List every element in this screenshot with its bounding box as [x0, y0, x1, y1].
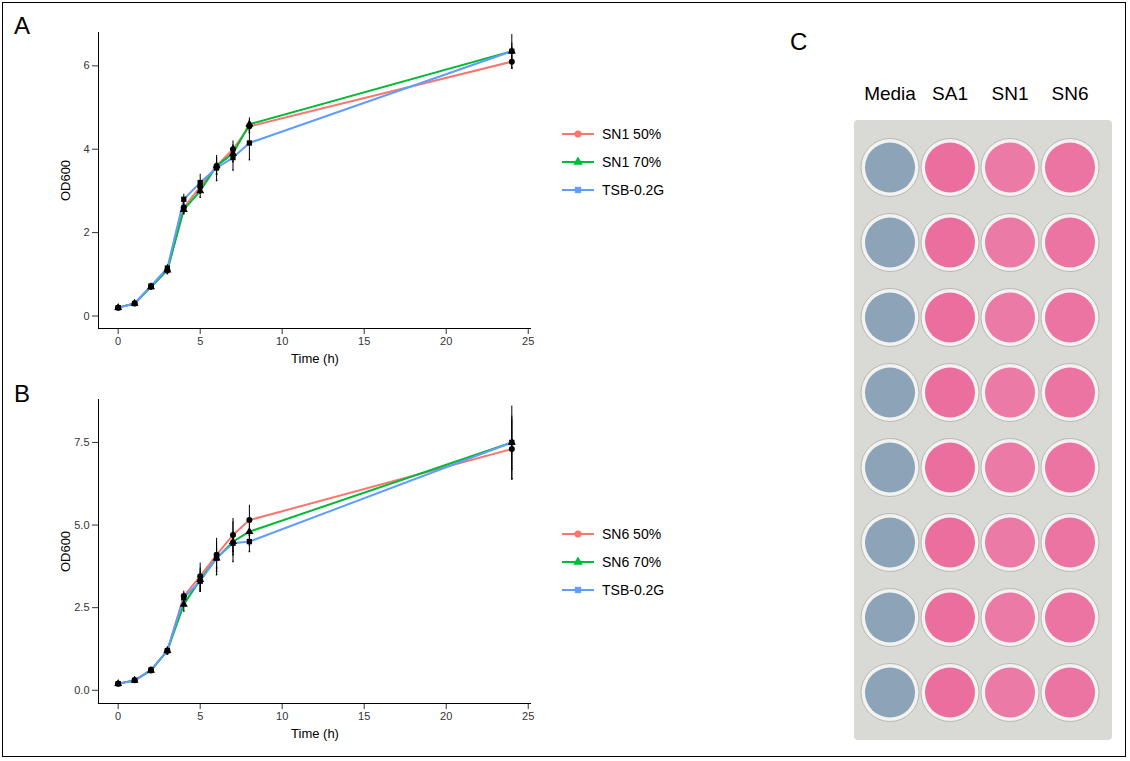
svg-text:7.5: 7.5	[74, 436, 89, 448]
svg-text:6: 6	[83, 59, 89, 71]
html-text:SN1 70%: SN1 70%	[602, 154, 662, 170]
svg-text:Time (h): Time (h)	[291, 351, 339, 366]
html-text:SN6 70%: SN6 70%	[602, 554, 662, 570]
svg-text:2.5: 2.5	[74, 601, 89, 613]
svg-text:0: 0	[115, 710, 121, 722]
svg-text:Media: Media	[864, 83, 916, 104]
html-text:C: C	[790, 28, 808, 55]
svg-text:10: 10	[276, 710, 288, 722]
svg-text:20: 20	[440, 710, 452, 722]
svg-text:SA1: SA1	[932, 83, 968, 104]
html-text:A: A	[14, 12, 30, 39]
svg-text:0: 0	[115, 335, 121, 347]
svg-text:15: 15	[358, 710, 370, 722]
svg-text:10: 10	[276, 335, 288, 347]
svg-text:4: 4	[83, 143, 89, 155]
html-text:B: B	[14, 380, 30, 407]
svg-text:OD600: OD600	[58, 531, 73, 572]
svg-text:SN6: SN6	[1052, 83, 1089, 104]
svg-text:Time (h): Time (h)	[291, 726, 339, 741]
svg-text:OD600: OD600	[58, 160, 73, 201]
svg-text:5: 5	[197, 335, 203, 347]
svg-text:5.0: 5.0	[74, 519, 89, 531]
html-text:TSB-0.2G: TSB-0.2G	[602, 582, 665, 598]
svg-text:25: 25	[522, 335, 534, 347]
svg-text:0: 0	[83, 310, 89, 322]
svg-text:20: 20	[440, 335, 452, 347]
svg-text:15: 15	[358, 335, 370, 347]
svg-text:5: 5	[197, 710, 203, 722]
svg-text:SN1: SN1	[992, 83, 1029, 104]
html-text:SN6 50%: SN6 50%	[602, 526, 662, 542]
html-text:TSB-0.2G: TSB-0.2G	[602, 182, 665, 198]
svg-text:0.0: 0.0	[74, 684, 89, 696]
svg-text:25: 25	[522, 710, 534, 722]
html-text:SN1 50%: SN1 50%	[602, 126, 662, 142]
svg-text:2: 2	[83, 226, 89, 238]
